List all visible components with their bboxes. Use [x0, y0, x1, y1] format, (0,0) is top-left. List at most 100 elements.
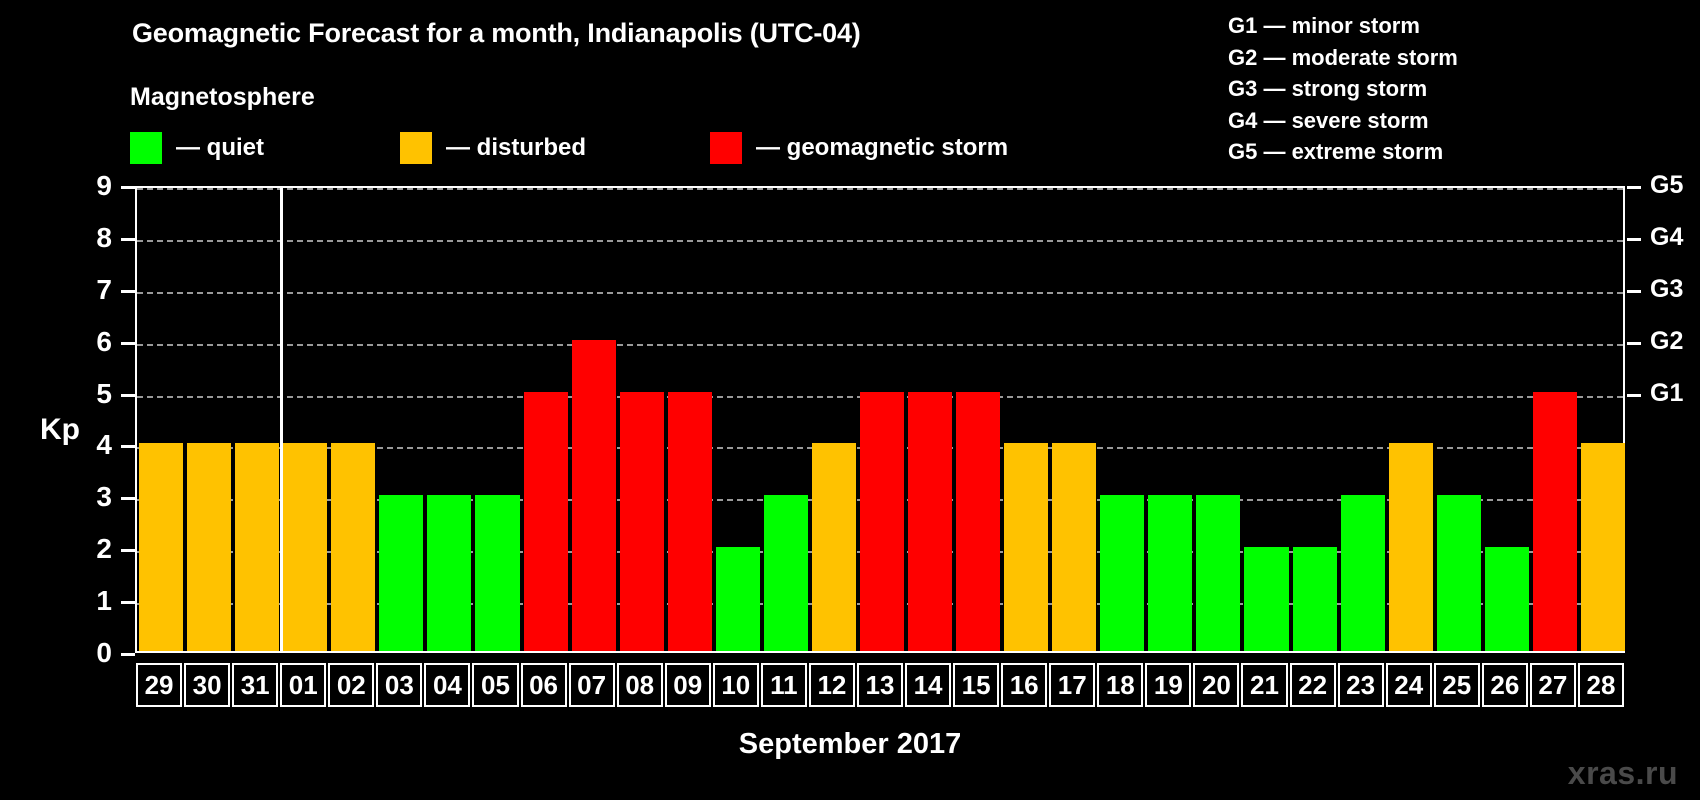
g-tick-G2 [1627, 341, 1641, 345]
gridline-kp-6 [137, 343, 1623, 346]
bar-slot [1291, 188, 1339, 651]
bar[interactable] [1292, 547, 1337, 651]
bar-slot [522, 188, 570, 651]
date-label[interactable]: 17 [1049, 663, 1096, 707]
bar[interactable] [1148, 495, 1193, 651]
bar[interactable] [139, 443, 184, 651]
date-label[interactable]: 26 [1481, 663, 1528, 707]
bar-slot [762, 188, 810, 651]
g-tick-G5 [1627, 186, 1641, 189]
date-label[interactable]: 04 [424, 663, 471, 707]
bar[interactable] [379, 495, 424, 651]
bar[interactable] [1244, 547, 1289, 651]
x-axis-title: September 2017 [738, 728, 962, 760]
bar-slot [714, 188, 762, 651]
bar[interactable] [331, 443, 376, 651]
bar[interactable] [859, 391, 905, 651]
x-axis-date-labels: 29 30 31 01 02 03 04 05 06 07 08 09 10 11 12 13 14 15 16 17… [135, 663, 1625, 707]
date-label[interactable]: 27 [1529, 663, 1576, 707]
date-label[interactable]: 22 [1289, 663, 1336, 707]
gridline-kp-8 [137, 239, 1623, 242]
g-legend-item-2: G2 — moderate storm [1228, 44, 1458, 70]
date-label[interactable]: 11 [760, 663, 807, 707]
bar[interactable] [1580, 443, 1625, 651]
date-label[interactable]: 20 [1193, 663, 1240, 707]
bar[interactable] [571, 339, 616, 651]
bar-slot [281, 188, 329, 651]
bar-slot [137, 188, 185, 651]
bar-slot [473, 188, 521, 651]
date-label[interactable]: 02 [328, 663, 375, 707]
bar[interactable] [523, 391, 568, 651]
bar[interactable] [235, 443, 280, 651]
bar[interactable] [283, 443, 328, 651]
date-label[interactable]: 12 [808, 663, 855, 707]
date-label[interactable]: 23 [1337, 663, 1384, 707]
g-tick-G4 [1627, 237, 1641, 241]
bar-slot [1146, 188, 1194, 651]
date-label[interactable]: 18 [1097, 663, 1144, 707]
legend-swatch-quiet [130, 132, 162, 164]
watermark: xras.ru [1567, 755, 1678, 791]
bar[interactable] [715, 547, 760, 651]
date-label[interactable]: 28 [1577, 663, 1624, 707]
legend-swatch-geomagnetic-storm [710, 132, 742, 164]
date-label[interactable]: 13 [856, 663, 904, 707]
bar[interactable] [956, 391, 1001, 651]
bar-slot [1050, 188, 1098, 651]
date-label[interactable]: 14 [905, 663, 952, 707]
date-label[interactable]: 03 [376, 663, 423, 707]
bar[interactable] [1196, 495, 1241, 651]
g-legend-item-1: G1 — minor storm [1228, 13, 1420, 38]
bar[interactable] [1004, 443, 1049, 651]
bar-slot [1339, 188, 1387, 651]
g-scale-legend: G1 — minor storm G2 — moderate storm G3 — … [1228, 10, 1458, 168]
bar[interactable] [1100, 495, 1145, 651]
bar[interactable] [1340, 495, 1385, 651]
date-label[interactable]: 30 [184, 663, 231, 707]
bar[interactable] [1388, 443, 1433, 651]
date-label[interactable]: 19 [1145, 663, 1192, 707]
date-label[interactable]: 08 [616, 663, 663, 707]
g-legend-item-4: G4 — severe storm [1228, 107, 1429, 133]
date-label[interactable]: 24 [1385, 663, 1432, 707]
bar-slot [233, 188, 281, 651]
bar[interactable] [1052, 443, 1097, 651]
bar[interactable] [811, 443, 856, 651]
bar-slot [570, 188, 618, 651]
y-tick-6 [121, 341, 135, 345]
date-label[interactable]: 25 [1433, 663, 1480, 707]
bar-slot [1242, 188, 1290, 651]
date-label[interactable]: 29 [136, 663, 183, 707]
bars-layer [137, 188, 1625, 651]
bar-slot [1387, 188, 1435, 651]
bar[interactable] [187, 443, 232, 651]
y-tick-label-1: 1 [96, 585, 112, 617]
date-label[interactable]: 31 [232, 663, 279, 707]
bar[interactable] [763, 495, 808, 651]
bar[interactable] [1436, 495, 1481, 651]
bar[interactable] [427, 495, 472, 651]
g-tick-label-G1: G1 [1650, 378, 1684, 407]
bar[interactable] [475, 495, 520, 651]
bar-slot [1531, 188, 1579, 651]
date-label[interactable]: 10 [712, 663, 759, 707]
bar-slot [377, 188, 425, 651]
bar-slot [329, 188, 377, 651]
date-label[interactable]: 15 [953, 663, 1000, 707]
bar[interactable] [908, 391, 953, 651]
date-label[interactable]: 05 [472, 663, 519, 707]
bar[interactable] [1532, 391, 1577, 651]
bar[interactable] [1484, 547, 1529, 651]
date-label[interactable]: 09 [664, 663, 711, 707]
date-label[interactable]: 21 [1241, 663, 1288, 707]
date-label[interactable]: 07 [568, 663, 615, 707]
date-label[interactable]: 01 [280, 663, 327, 707]
bar[interactable] [667, 391, 712, 651]
bar[interactable] [619, 391, 664, 651]
y-tick-label-9: 9 [96, 170, 112, 201]
date-label[interactable]: 06 [520, 663, 567, 707]
date-label[interactable]: 16 [1001, 663, 1048, 707]
g-tick-label-G4: G4 [1650, 222, 1684, 251]
legend-item-quiet: — quiet [130, 130, 264, 166]
